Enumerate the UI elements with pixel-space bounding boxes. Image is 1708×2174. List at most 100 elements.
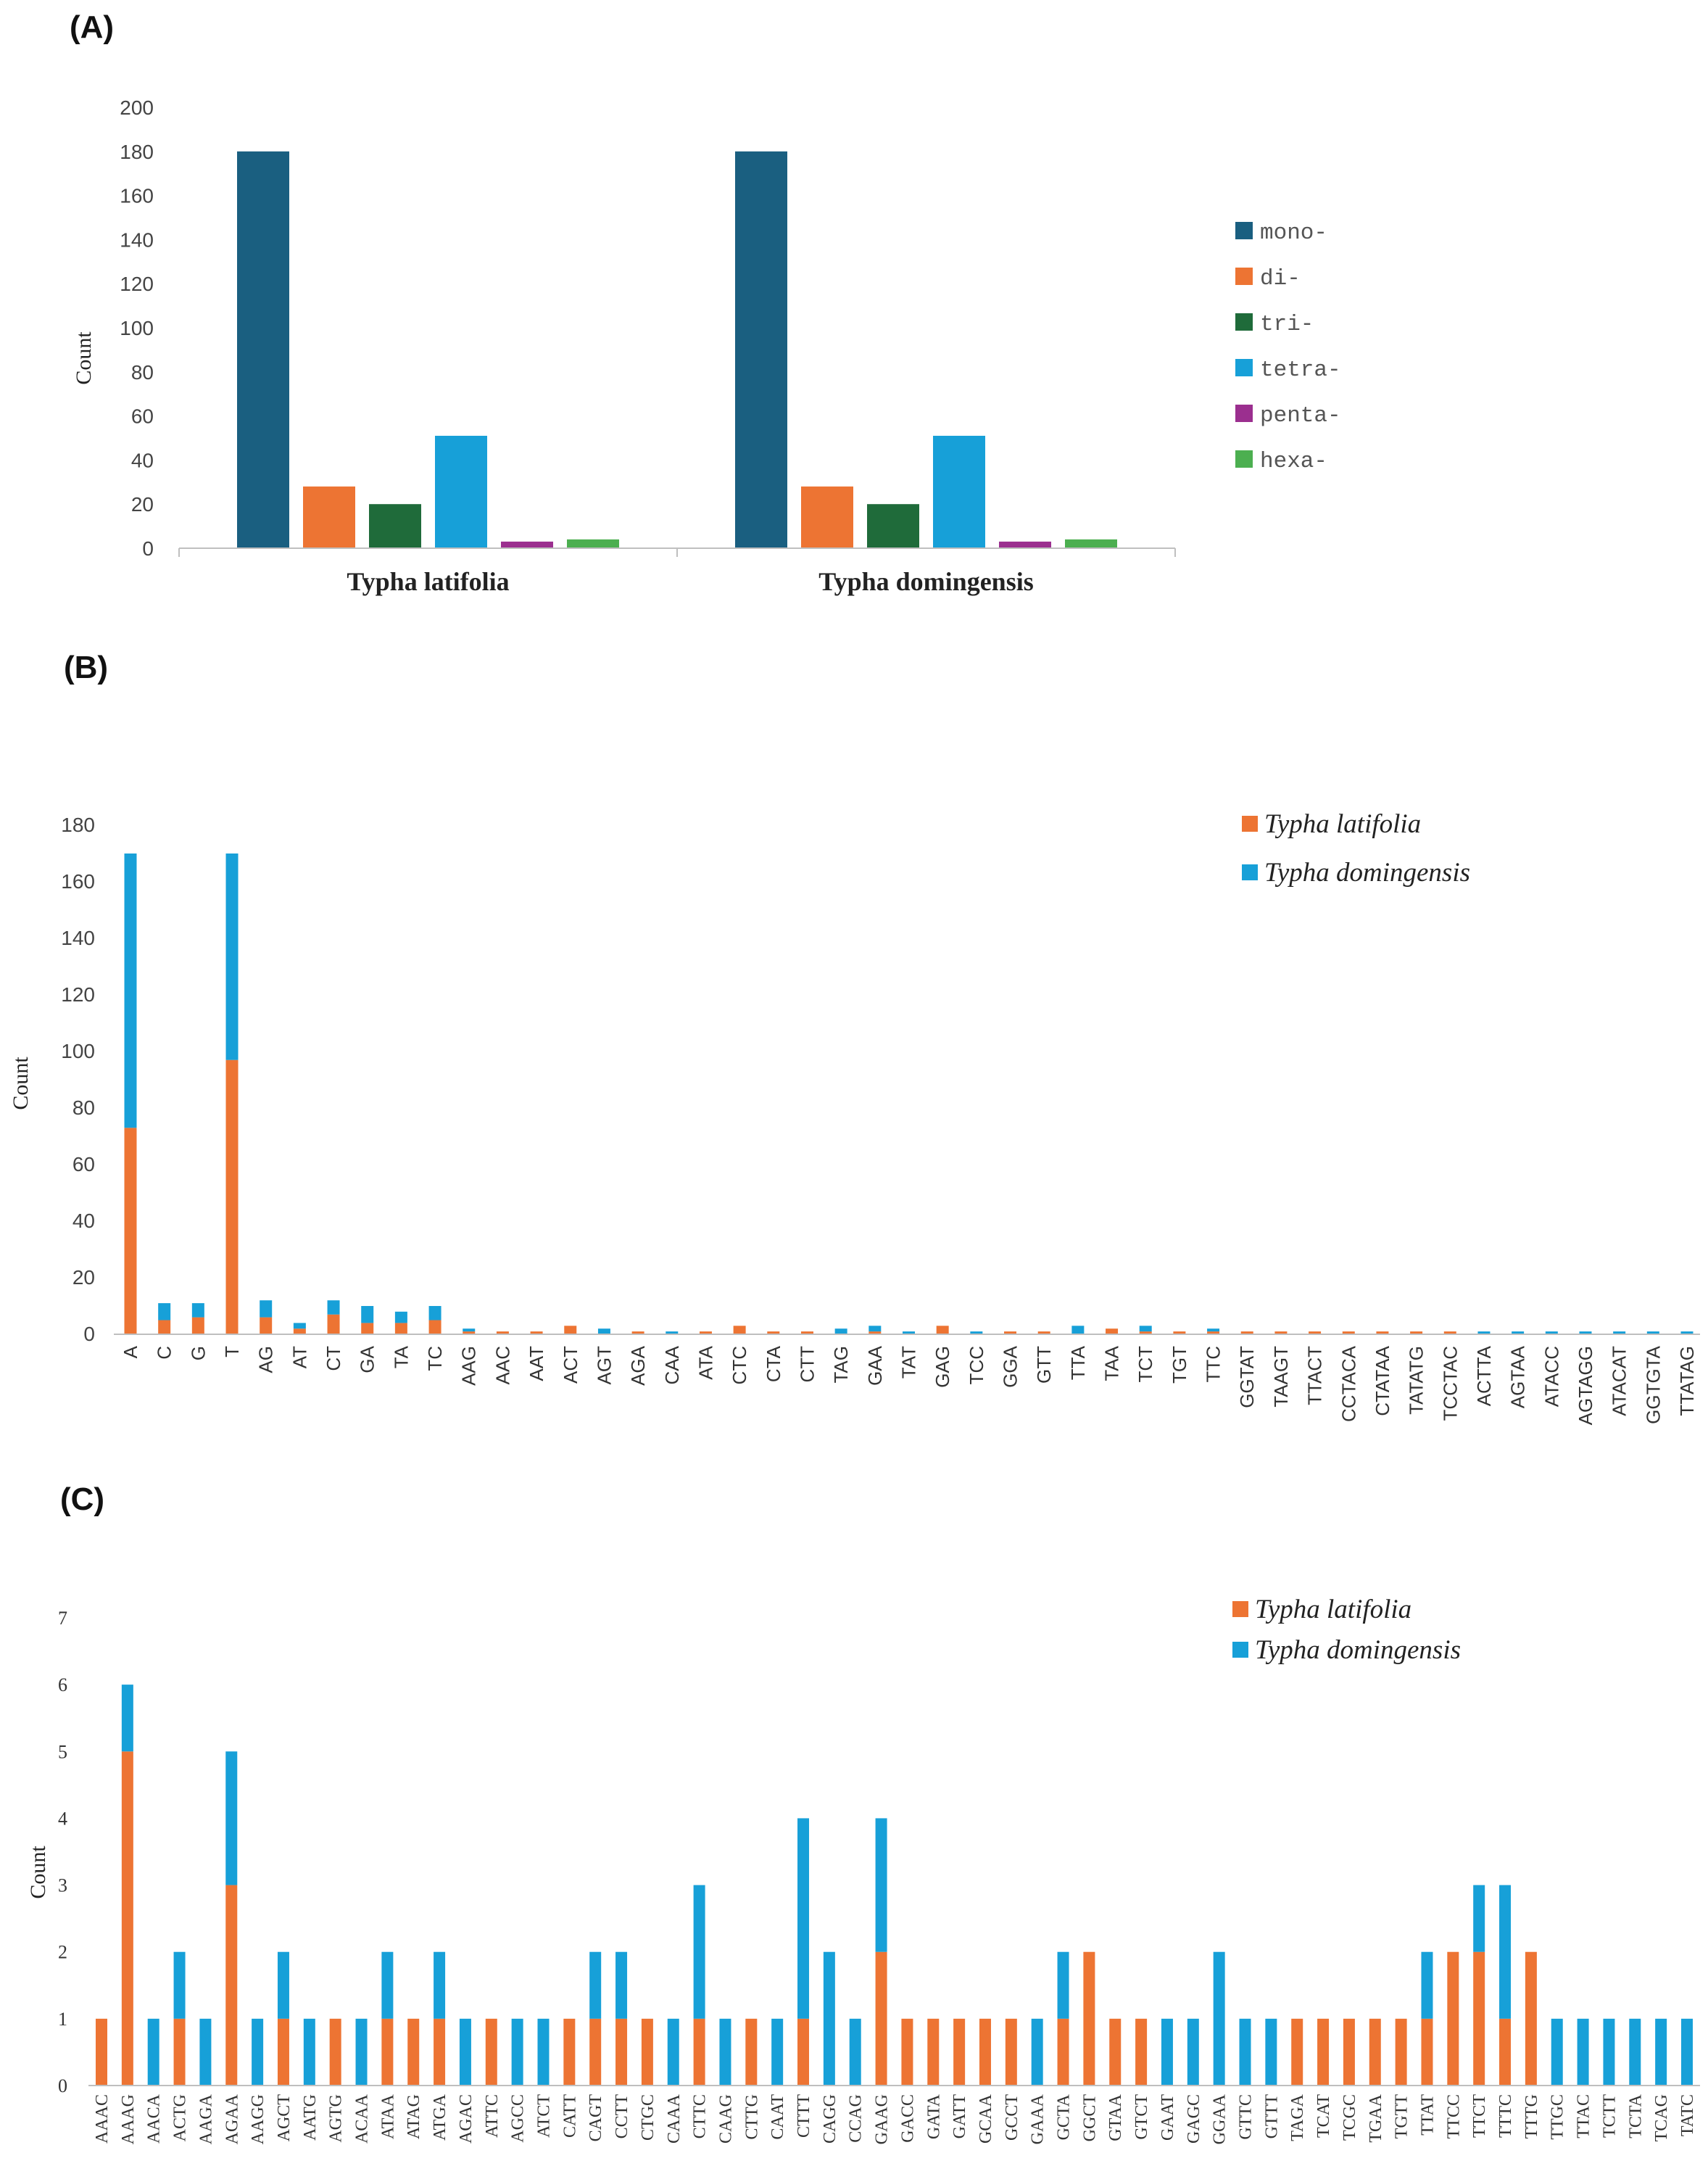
panel-b-y-tick: 160 — [61, 870, 95, 893]
bar-typha-latifolia-gcta — [1057, 2018, 1069, 2086]
x-tick-label-tat: TAT — [898, 1346, 920, 1379]
bar-typha-domingensis-tc — [428, 1306, 441, 1320]
x-tick-label-gagc: GAGC — [1185, 2094, 1203, 2144]
bar-typha-latifolia-tc — [428, 1320, 441, 1334]
bar-typha-latifolia-ag — [260, 1317, 273, 1334]
bar-typha-latifolia-at — [293, 1328, 306, 1334]
x-tick-label-cttt: CTTT — [795, 2094, 813, 2138]
bar-typha-latifolia-gatt — [953, 2018, 966, 2086]
x-tick-label-tct: TCT — [1135, 1346, 1156, 1383]
bar-typha-latifolia-tgt — [1173, 1331, 1186, 1334]
x-tick-label-tag: TAG — [830, 1346, 852, 1384]
x-tick-label-ggaa: GGAA — [1211, 2094, 1230, 2144]
panel-a-y-tick: 200 — [120, 96, 154, 119]
bar-typha-latifolia-gcaa — [979, 2018, 991, 2086]
x-tick-label-tcctac: TCCTAC — [1439, 1346, 1461, 1421]
legend-swatch-penta — [1235, 405, 1253, 422]
x-tick-label-atag: ATAG — [405, 2094, 423, 2139]
x-tick-label-gag: GAG — [932, 1346, 953, 1388]
bar-typha-latifolia-ttat — [1421, 2018, 1433, 2086]
bar-typha-latifolia-cctaca — [1342, 1331, 1355, 1334]
panel-a-y-tick: 60 — [131, 405, 154, 428]
x-tick-label-tta: TTA — [1067, 1345, 1089, 1380]
x-tick-label-tttg: TTTG — [1522, 2094, 1541, 2138]
panel-a-label: (A) — [70, 9, 114, 45]
x-tick-label-cctt: CCTT — [613, 2094, 631, 2139]
x-tick-label-ctc: CTC — [729, 1346, 750, 1384]
bar-typha-domingensis-ct — [327, 1300, 340, 1315]
x-tick-label-t: T — [221, 1346, 243, 1357]
x-tick-label-tcta: TCTA — [1626, 2094, 1645, 2138]
bar-typha-latifolia-gaag — [875, 1951, 887, 2086]
bar-typha-latifolia-ggtat — [1240, 1331, 1253, 1334]
bar-typha-latifolia-gata — [927, 2018, 940, 2086]
x-tick-label-tctt: TCTT — [1600, 2094, 1619, 2138]
x-tick-label-taga: TAGA — [1288, 2094, 1307, 2141]
bar-typha-domingensis-at — [293, 1323, 306, 1329]
x-tick-label-ctataa: CTATAA — [1372, 1345, 1393, 1415]
bar-typha-domingensis-actg — [173, 1951, 186, 2019]
x-tick-label-ata: ATA — [695, 1345, 716, 1379]
bar-typha-domingensis-atacc — [1545, 1331, 1558, 1334]
bar-typha-domingensis-aaca — [147, 2018, 159, 2086]
panel-a-y-tick: 40 — [131, 449, 154, 471]
panel-a-category-label: Typha domingensis — [818, 567, 1033, 596]
bar-typha-latifolia-gaa — [868, 1331, 882, 1334]
legend-label-mono: mono- — [1260, 220, 1327, 246]
bar-hexa-typha-latifolia — [567, 539, 619, 548]
bar-typha-latifolia-catt — [563, 2018, 576, 2086]
x-tick-label-actg: ACTG — [171, 2094, 190, 2141]
x-tick-label-aaac: AAAC — [93, 2094, 112, 2144]
bar-typha-latifolia-ctataa — [1376, 1331, 1389, 1334]
x-tick-label-aag: AAG — [458, 1346, 480, 1386]
x-tick-label-agtg: AGTG — [327, 2094, 346, 2143]
bar-typha-domingensis-gaag — [875, 1818, 887, 1952]
x-tick-label-agtaa: AGTAA — [1507, 1345, 1529, 1408]
bar-typha-domingensis-a — [124, 854, 137, 1128]
bar-typha-domingensis-agaa — [225, 1751, 238, 1885]
bar-tri-typha-latifolia — [369, 504, 421, 548]
bar-tri-typha-domingensis — [867, 504, 919, 548]
panel-a-y-tick: 80 — [131, 361, 154, 384]
bar-typha-domingensis-aatg — [303, 2018, 315, 2086]
bar-typha-domingensis-atga — [434, 1951, 446, 2019]
bar-typha-domingensis-cagt — [589, 1951, 602, 2019]
bar-typha-domingensis-cagg — [823, 1951, 835, 2086]
x-tick-label-gaaa: GAAA — [1029, 2094, 1048, 2144]
bar-typha-domingensis-tttc — [1499, 1885, 1512, 2019]
legend-swatch-mono — [1235, 222, 1253, 239]
legend-label-di: di- — [1260, 266, 1301, 292]
panel-a-y-axis-title: Count — [72, 331, 96, 385]
x-tick-label-ga: GA — [357, 1345, 378, 1373]
x-tick-label-ggtgta: GGTGTA — [1642, 1345, 1664, 1424]
bar-typha-domingensis-gaa — [868, 1326, 882, 1332]
bar-typha-latifolia-tttg — [1525, 1951, 1537, 2086]
legend-swatch-hexa — [1235, 450, 1253, 468]
legend-swatch-tetra — [1235, 359, 1253, 376]
bar-typha-latifolia-taa — [1106, 1328, 1119, 1334]
bar-typha-latifolia-ctgc — [641, 2018, 653, 2086]
bar-di-typha-latifolia — [303, 486, 355, 548]
x-tick-label-ttcc: TTCC — [1444, 2094, 1463, 2138]
x-tick-label-aatg: AATG — [301, 2094, 320, 2141]
x-tick-label-gaat: GAAT — [1158, 2094, 1177, 2141]
bar-typha-latifolia-gtaa — [1109, 2018, 1122, 2086]
bar-typha-domingensis-aagg — [252, 2018, 264, 2086]
bar-typha-latifolia-gtt — [1037, 1331, 1050, 1334]
bar-typha-domingensis-ttac — [1577, 2018, 1589, 2086]
x-tick-label-tcag: TCAG — [1652, 2094, 1671, 2141]
bar-typha-domingensis-gttc — [1239, 2018, 1251, 2086]
bar-typha-latifolia-a — [124, 1128, 137, 1334]
x-tick-label-g: G — [187, 1346, 209, 1360]
bar-typha-domingensis-cctt — [615, 1951, 628, 2019]
bar-hexa-typha-domingensis — [1065, 539, 1117, 548]
x-tick-label-ctt: CTT — [796, 1346, 818, 1383]
bar-penta-typha-domingensis — [999, 541, 1051, 548]
legend-label-hexa: hexa- — [1260, 449, 1327, 474]
panel-a-y-tick: 160 — [120, 185, 154, 207]
x-tick-label-gttc: GTTC — [1237, 2094, 1256, 2140]
bar-typha-latifolia-agct — [277, 2018, 289, 2086]
legend-swatch-typha-domingensis — [1242, 864, 1258, 880]
panel-b-y-tick: 140 — [61, 927, 95, 949]
bar-typha-domingensis-agct — [277, 1951, 289, 2019]
